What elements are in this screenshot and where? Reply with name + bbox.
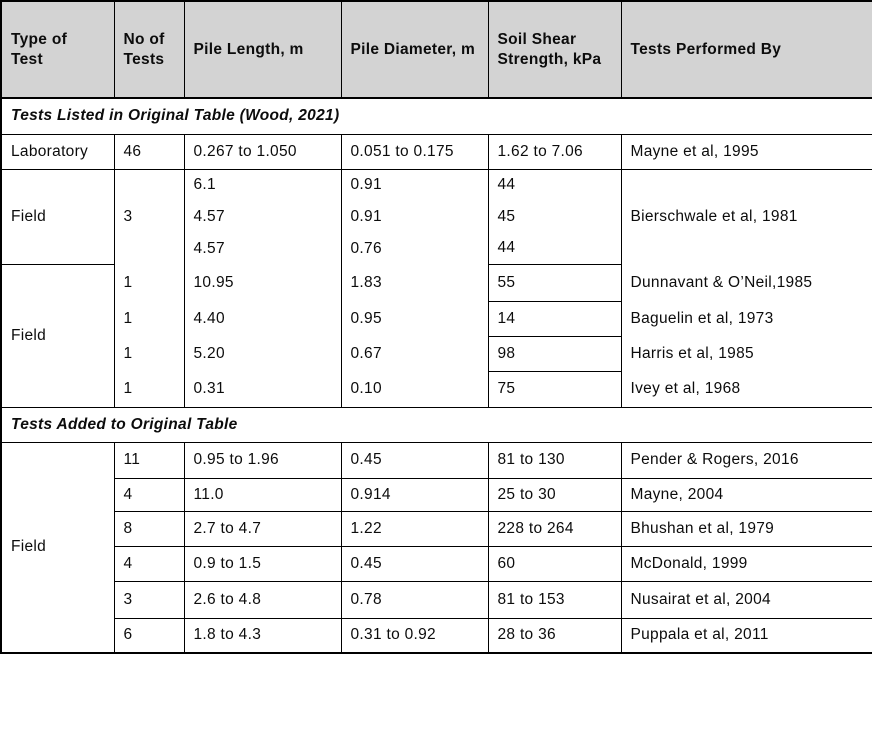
cell-soil-shear: 55 [488,264,622,302]
cell-pile-length: 10.95 [184,264,342,301]
cell-no-of-tests: 3 [114,169,185,264]
col-header-pile-diameter: Pile Diameter, m [341,1,489,99]
cell-no-of-tests: 3 [114,581,185,619]
cell-no-of-tests: 1 [114,336,185,371]
cell-no-of-tests: 8 [114,511,185,547]
cell-no-of-tests: 1 [114,264,185,301]
cell-no-of-tests: 6 [114,618,185,654]
cell-type-of-test: Laboratory [1,134,115,170]
col-header-no-of-tests: No of Tests [114,1,185,99]
table-row: 4.57 0.76 44 [1,233,872,265]
cell-no-of-tests: 46 [114,134,185,170]
cell-no-of-tests: 1 [114,371,185,408]
cell-no-of-tests: 4 [114,546,185,582]
cell-type-of-test: Field [1,169,115,265]
cell-pile-length: 4.40 [184,301,342,336]
table-row: 8 2.7 to 4.7 1.22 228 to 264 Bhushan et … [1,511,872,547]
section2-title: Tests Added to Original Table [1,407,872,443]
col-header-type-of-test: Type of Test [1,1,115,99]
cell-soil-shear: 25 to 30 [488,478,622,512]
table-row: 1 4.40 0.95 14 Baguelin et al, 1973 [1,301,872,337]
cell-pile-diameter: 0.10 [341,371,489,408]
cell-pile-diameter: 0.31 to 0.92 [341,618,489,654]
cell-no-of-tests: 1 [114,301,185,336]
section1-title: Tests Listed in Original Table (Wood, 20… [1,98,872,135]
cell-pile-length: 4.57 [184,233,342,264]
cell-soil-shear: 81 to 130 [488,442,622,479]
cell-tests-by: McDonald, 1999 [621,546,872,582]
cell-tests-by: Pender & Rogers, 2016 [621,442,872,479]
col-header-pile-length: Pile Length, m [184,1,342,99]
cell-tests-by: Bierschwale et al, 1981 [621,169,872,264]
cell-pile-diameter: 0.95 [341,301,489,336]
cell-soil-shear: 228 to 264 [488,511,622,547]
cell-soil-shear: 44 [488,233,622,265]
cell-tests-by: Harris et al, 1985 [621,336,872,371]
table-row: Field 1 10.95 1.83 55 Dunnavant & O’Neil… [1,264,872,408]
cell-tests-by: Mayne, 2004 [621,478,872,512]
cell-tests-by: Baguelin et al, 1973 [621,301,872,336]
cell-pile-length: 5.20 [184,336,342,371]
table-row: 3 2.6 to 4.8 0.78 81 to 153 Nusairat et … [1,581,872,619]
cell-soil-shear: 45 [488,201,622,233]
table-row: Field 3 6.1 0.91 44 Bierschwale et al, 1… [1,169,872,265]
cell-pile-diameter: 0.67 [341,336,489,371]
cell-soil-shear: 28 to 36 [488,618,622,654]
section1-title-row: Tests Listed in Original Table (Wood, 20… [1,98,872,135]
table-row: 1 0.31 0.10 75 Ivey et al, 1968 [1,371,872,408]
cell-pile-diameter: 1.83 [341,264,489,301]
col-header-soil-shear: Soil Shear Strength, kPa [488,1,622,99]
cell-pile-diameter: 0.91 [341,201,489,233]
cell-soil-shear: 81 to 153 [488,581,622,619]
cell-no-of-tests: 11 [114,442,185,479]
cell-pile-length: 0.31 [184,371,342,408]
cell-pile-diameter: 0.78 [341,581,489,619]
section2-title-row: Tests Added to Original Table [1,407,872,443]
cell-pile-diameter: 0.051 to 0.175 [341,134,489,170]
cell-soil-shear: 14 [488,301,622,337]
table-row: 4.57 0.91 45 [1,201,872,233]
cell-soil-shear: 98 [488,336,622,372]
cell-pile-diameter: 0.45 [341,442,489,479]
cell-pile-length: 11.0 [184,478,342,512]
cell-type-of-test: Field [1,442,115,654]
cell-tests-by: Ivey et al, 1968 [621,371,872,408]
cell-soil-shear: 44 [488,169,622,201]
cell-pile-diameter: 0.914 [341,478,489,512]
cell-pile-length: 0.95 to 1.96 [184,442,342,479]
cell-pile-diameter: 0.91 [341,169,489,201]
table-row: 4 0.9 to 1.5 0.45 60 McDonald, 1999 [1,546,872,582]
table-row: 4 11.0 0.914 25 to 30 Mayne, 2004 [1,478,872,512]
cell-soil-shear: 60 [488,546,622,582]
table-row: Field 11 0.95 to 1.96 0.45 81 to 130 Pen… [1,442,872,654]
cell-pile-length: 2.6 to 4.8 [184,581,342,619]
cell-pile-diameter: 0.45 [341,546,489,582]
cell-tests-by: Puppala et al, 2011 [621,618,872,654]
cell-soil-shear: 1.62 to 7.06 [488,134,622,170]
cell-tests-by: Dunnavant & O’Neil,1985 [621,264,872,301]
cell-no-of-tests: 4 [114,478,185,512]
pile-tests-table: Type of Test No of Tests Pile Length, m … [0,0,872,654]
cell-pile-length: 1.8 to 4.3 [184,618,342,654]
cell-pile-diameter: 1.22 [341,511,489,547]
cell-pile-length: 0.267 to 1.050 [184,134,342,170]
col-header-tests-by: Tests Performed By [621,1,872,99]
cell-pile-length: 4.57 [184,201,342,233]
header-row: Type of Test No of Tests Pile Length, m … [1,1,872,99]
table-row: 1 5.20 0.67 98 Harris et al, 1985 [1,336,872,372]
table-row: Laboratory 46 0.267 to 1.050 0.051 to 0.… [1,134,872,170]
cell-type-of-test: Field [1,264,115,408]
cell-pile-length: 2.7 to 4.7 [184,511,342,547]
cell-soil-shear: 75 [488,371,622,408]
cell-tests-by: Mayne et al, 1995 [621,134,872,170]
cell-pile-length: 6.1 [184,169,342,201]
cell-tests-by: Bhushan et al, 1979 [621,511,872,547]
table-row: 6 1.8 to 4.3 0.31 to 0.92 28 to 36 Puppa… [1,618,872,654]
cell-pile-diameter: 0.76 [341,233,489,264]
cell-tests-by: Nusairat et al, 2004 [621,581,872,619]
cell-pile-length: 0.9 to 1.5 [184,546,342,582]
